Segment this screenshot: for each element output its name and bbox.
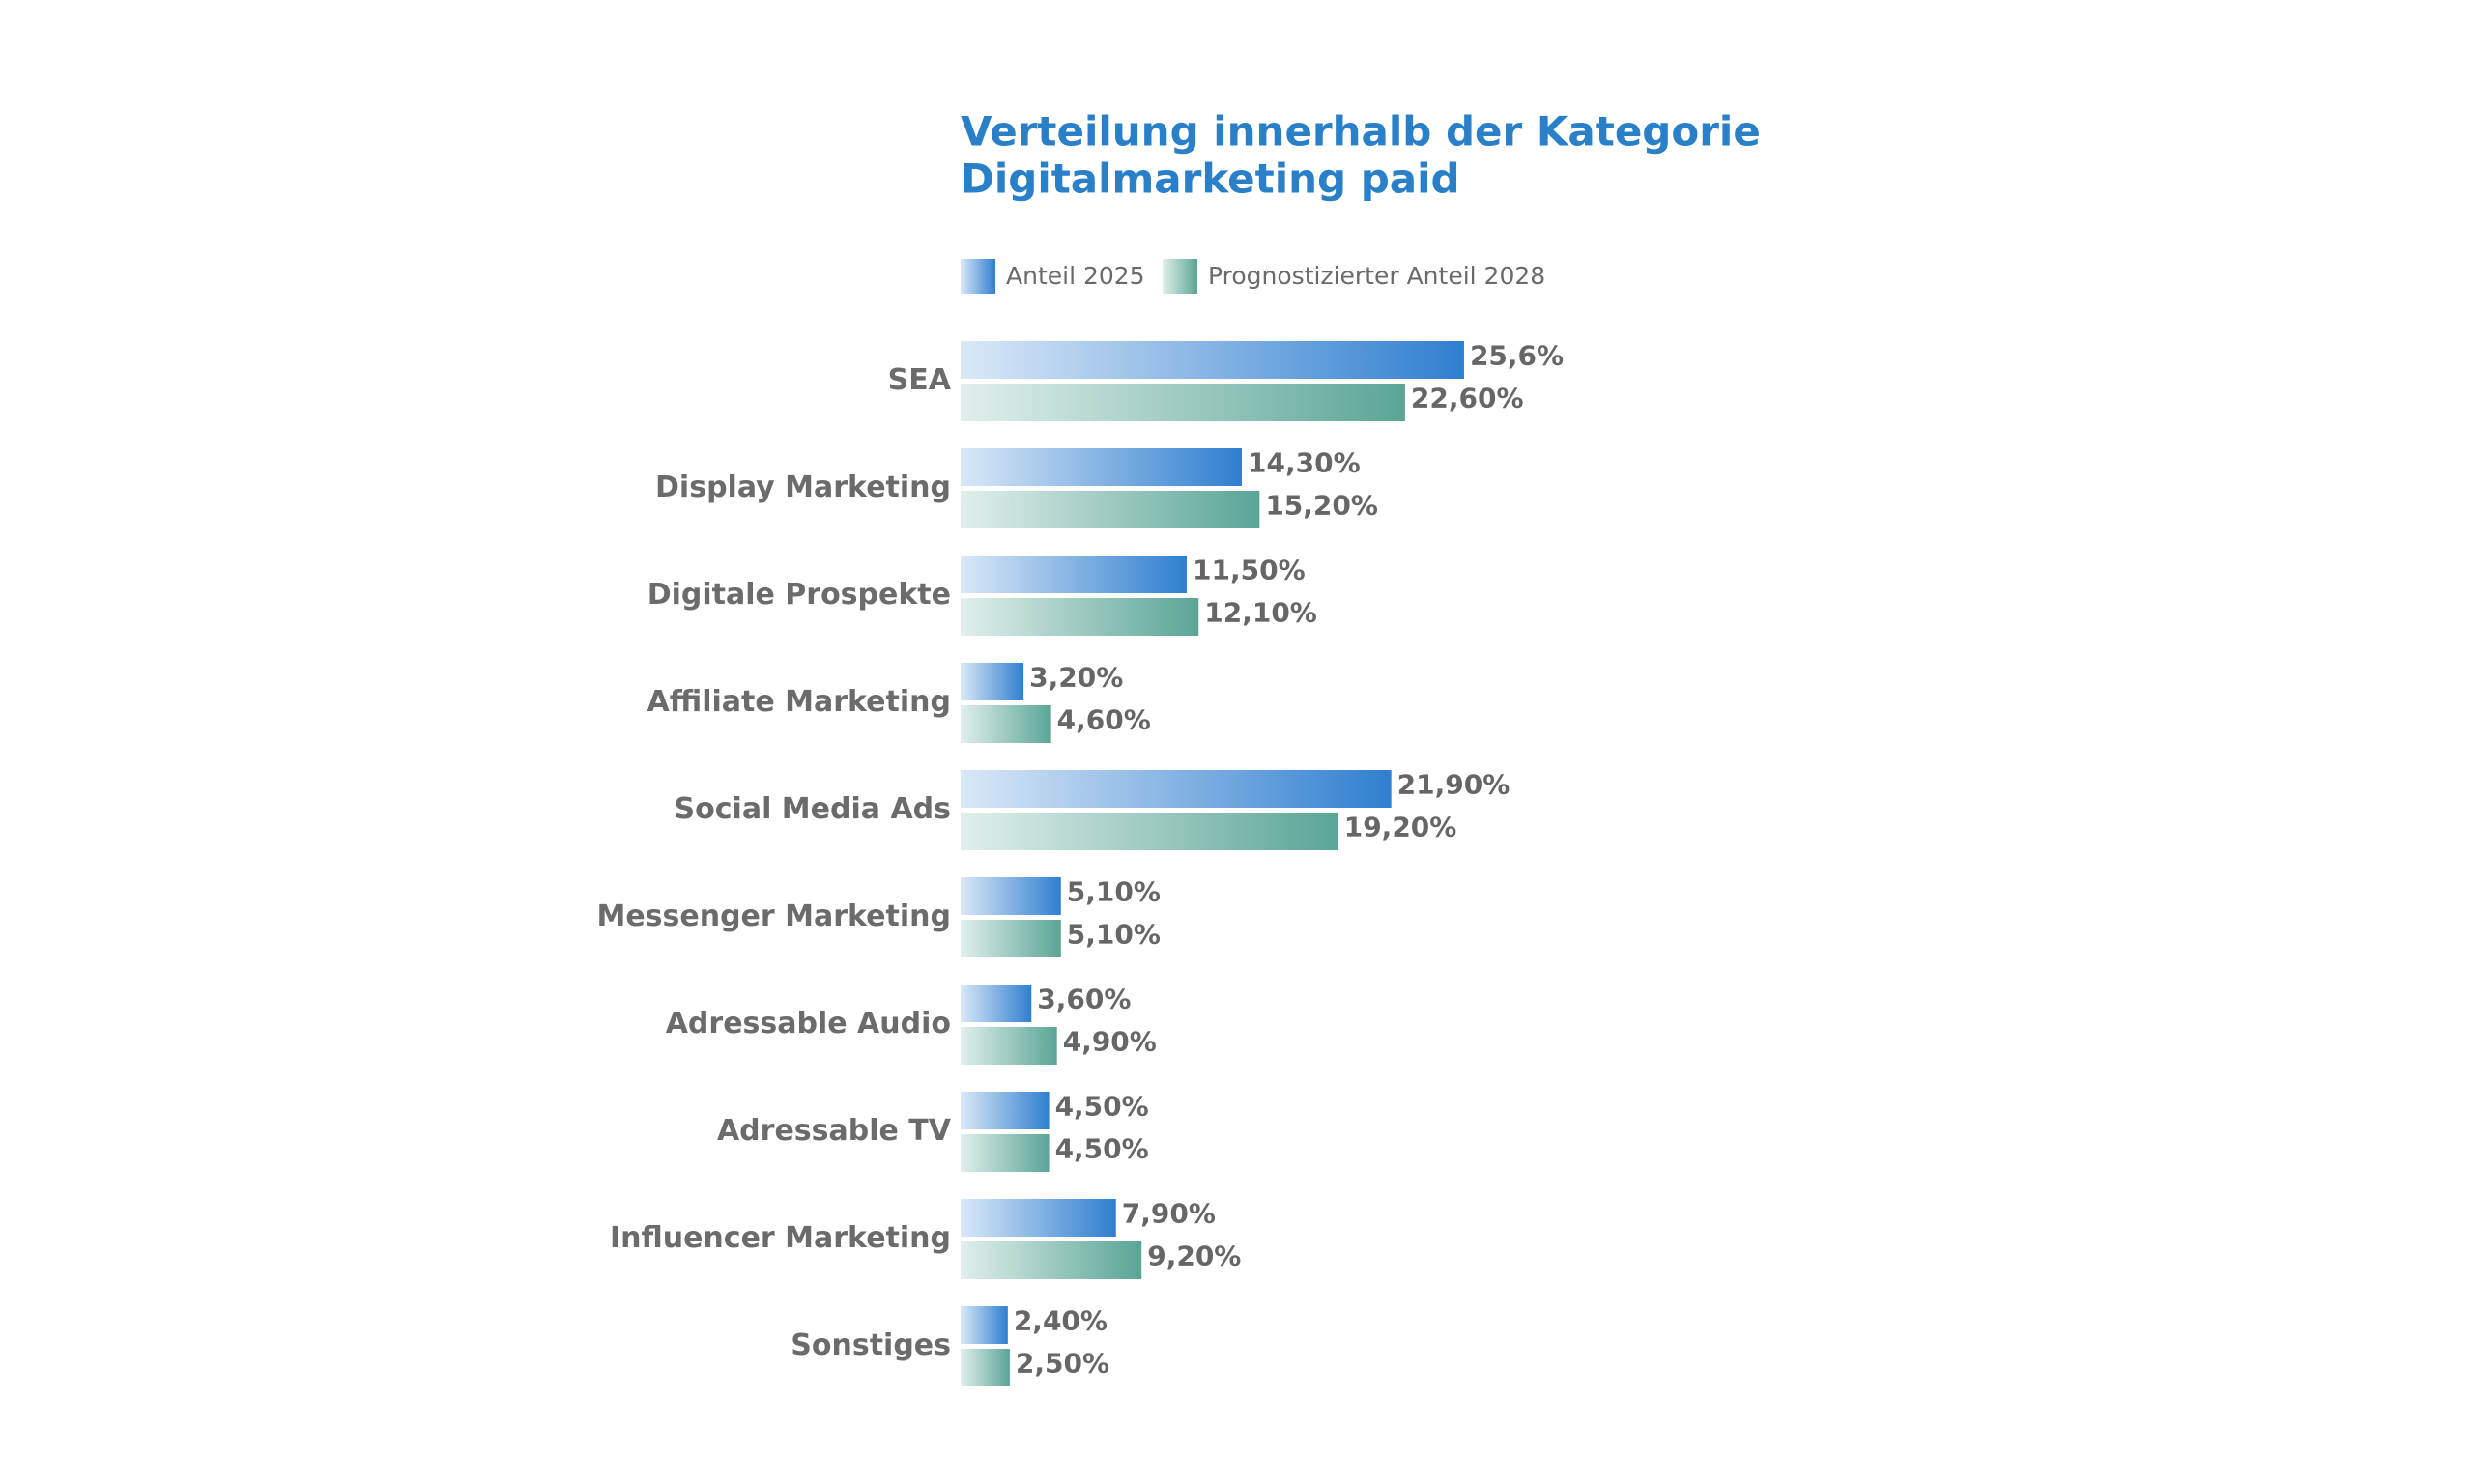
category-label: Influencer Marketing [610,1221,951,1255]
bar [961,384,1405,421]
chart-title: Digitalmarketing paid [961,156,1460,203]
legend-label: Anteil 2025 [1006,262,1145,290]
value-label: 12,10% [1204,597,1317,629]
bar [961,448,1243,486]
bar [961,663,1024,700]
category-label: SEA [888,363,952,397]
bar [961,877,1061,915]
category-label: Sonstiges [791,1328,951,1362]
value-label: 2,50% [1016,1348,1109,1380]
value-label: 22,60% [1411,383,1524,414]
bar [961,556,1188,593]
value-label: 7,90% [1122,1198,1216,1230]
value-label: 2,40% [1014,1305,1108,1337]
bar [961,985,1032,1022]
bar [961,341,1464,379]
value-label: 4,50% [1055,1133,1149,1165]
bar [961,770,1392,808]
category-label: Social Media Ads [675,792,951,826]
value-label: 3,60% [1037,984,1131,1015]
value-label: 14,30% [1248,447,1361,479]
bar [961,1349,1010,1386]
value-label: 11,50% [1193,555,1306,586]
legend-swatch [1163,259,1197,294]
value-label: 21,90% [1397,769,1510,801]
bar [961,920,1061,957]
bar [961,1306,1008,1344]
bar [961,491,1260,528]
value-label: 9,20% [1147,1241,1241,1272]
value-label: 3,20% [1029,662,1123,694]
category-label: Adressable Audio [666,1007,951,1041]
category-label: Display Marketing [655,471,951,504]
chart-title: Verteilung innerhalb der Kategorie [961,108,1761,156]
value-label: 19,20% [1344,812,1457,843]
category-label: Adressable TV [717,1114,952,1148]
value-label: 4,60% [1057,704,1151,736]
value-label: 4,90% [1063,1026,1157,1058]
bar [961,1241,1142,1279]
value-label: 15,20% [1265,490,1378,522]
value-label: 25,6% [1470,340,1564,372]
bar [961,705,1051,743]
bar [961,813,1338,850]
bar [961,598,1199,636]
category-label: Digitale Prospekte [647,578,951,612]
legend-swatch [961,259,995,294]
category-label: Affiliate Marketing [647,685,951,719]
bar [961,1092,1050,1129]
bar [961,1027,1057,1065]
value-label: 5,10% [1067,876,1161,908]
legend-label: Prognostizierter Anteil 2028 [1208,262,1545,290]
bar [961,1199,1116,1237]
category-label: Messenger Marketing [596,899,951,933]
bar [961,1134,1050,1172]
value-label: 4,50% [1055,1091,1149,1123]
value-label: 5,10% [1067,919,1161,951]
